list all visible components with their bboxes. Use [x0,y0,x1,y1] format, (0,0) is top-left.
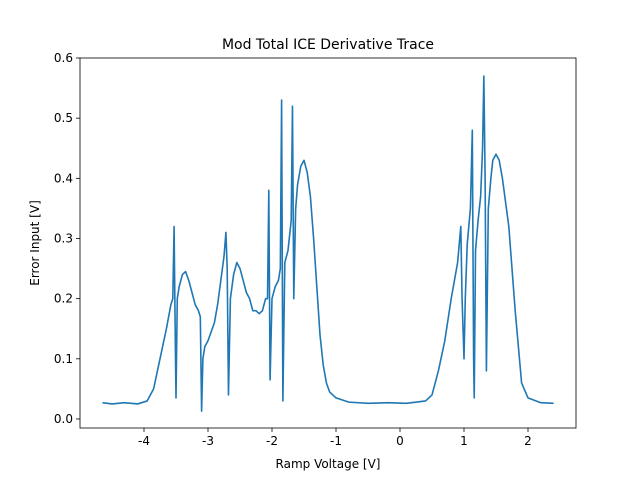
y-tick-label: 0.0 [54,412,73,426]
y-axis-label: Error Input [V] [28,200,42,286]
trace-line [102,75,554,412]
y-tick-label: 0.3 [54,231,73,245]
x-tick-label: -3 [202,434,214,448]
x-tick-label: -2 [266,434,278,448]
y-tick-label: 0.1 [54,352,73,366]
y-tick-label: 0.6 [54,51,73,65]
x-tick-label: 2 [524,434,532,448]
y-tick-label: 0.5 [54,111,73,125]
x-tick-label: 1 [460,434,468,448]
x-axis-label: Ramp Voltage [V] [276,457,381,471]
plot-frame [79,57,577,429]
y-tick-label: 0.2 [54,292,73,306]
x-tick-label: 0 [396,434,404,448]
y-tick-label: 0.4 [54,171,73,185]
x-tick-label: -4 [138,434,150,448]
x-tick-label: -1 [330,434,342,448]
chart-title: Mod Total ICE Derivative Trace [222,37,434,53]
